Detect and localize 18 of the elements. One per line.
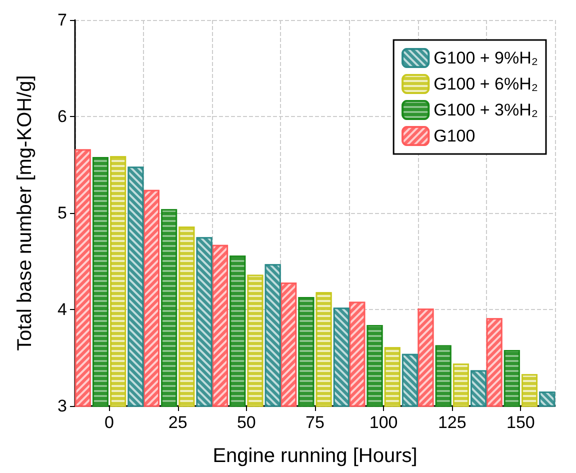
x-tick-label: 100 <box>369 413 398 432</box>
x-tick-label: 25 <box>168 413 188 432</box>
y-axis-title: Total base number [mg-KOH/g] <box>14 75 36 351</box>
legend-label: G100 + 3%H₂ <box>434 100 538 120</box>
y-tick-label: 7 <box>58 10 67 30</box>
legend-label: G100 + 9%H₂ <box>434 48 538 68</box>
y-tick-label: 6 <box>58 107 67 126</box>
legend-label: G100 + 6%H₂ <box>434 74 538 94</box>
x-axis-title: Engine running [Hours] <box>212 445 418 467</box>
y-tick-label: 3 <box>58 396 67 416</box>
x-tick-label: 50 <box>236 413 256 432</box>
x-tick-label: 0 <box>104 413 114 432</box>
y-tick-label: 4 <box>58 300 67 319</box>
y-tick-label: 5 <box>58 204 67 222</box>
legend-label: G100 <box>434 126 476 146</box>
x-tick-label: 150 <box>506 413 535 432</box>
x-tick-label: 125 <box>438 413 466 432</box>
x-tick-label: 75 <box>306 413 324 432</box>
